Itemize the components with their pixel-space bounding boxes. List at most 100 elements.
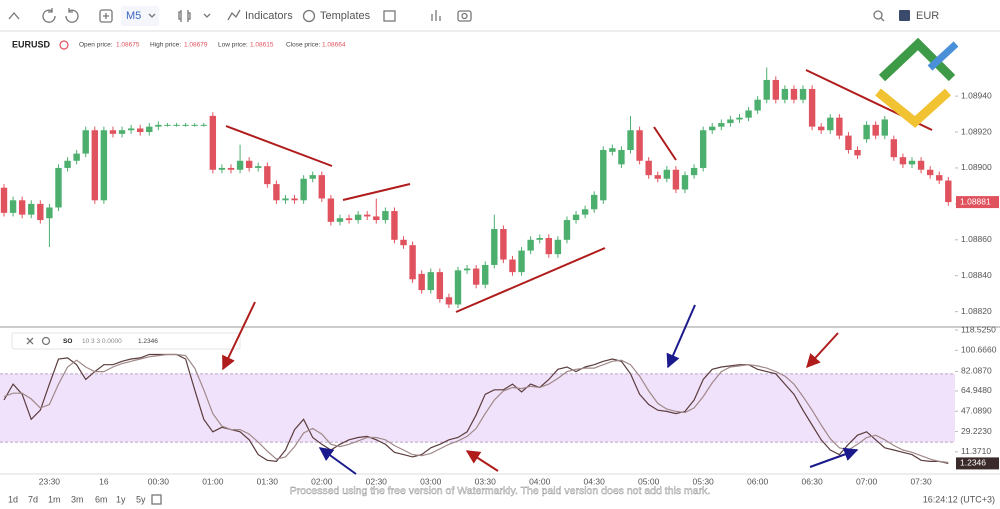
range-button[interactable]: 1m xyxy=(48,494,61,504)
timeframe-button[interactable] xyxy=(121,6,159,26)
add-button[interactable] xyxy=(99,9,113,23)
candle-body xyxy=(236,160,244,170)
current-value-tag xyxy=(956,457,999,470)
candle-body xyxy=(854,150,861,156)
x-tick-label: 03:00 xyxy=(420,476,442,486)
candle-body xyxy=(291,198,298,201)
candle-body xyxy=(890,139,898,158)
candle-body xyxy=(618,150,625,165)
candle-body xyxy=(581,209,589,215)
arrow xyxy=(318,447,357,475)
range-button[interactable]: 1d xyxy=(8,494,18,504)
price-label: High price: xyxy=(150,42,181,49)
search-button[interactable] xyxy=(873,10,883,20)
candle-body xyxy=(100,130,108,201)
chart-type-button[interactable] xyxy=(178,10,191,22)
dropdown-icon xyxy=(203,13,211,18)
candle-body xyxy=(127,128,135,131)
redo-button[interactable] xyxy=(65,8,79,23)
trend-line xyxy=(653,126,677,161)
candle-body xyxy=(18,200,26,215)
price-value: 1.08664 xyxy=(322,42,346,49)
timeframe: M5 xyxy=(126,10,141,22)
candle-body xyxy=(881,119,888,136)
templates-icon xyxy=(302,9,316,23)
save-button[interactable] xyxy=(899,10,910,21)
candle-body xyxy=(46,207,53,219)
legend-box xyxy=(11,332,241,350)
candle-body xyxy=(926,169,934,176)
price-value: 1.08679 xyxy=(184,42,208,49)
candle-body xyxy=(345,218,353,221)
candle-body xyxy=(690,167,698,176)
x-tick-label: 00:30 xyxy=(148,476,170,486)
candle-body xyxy=(482,264,489,285)
x-tick-label: 05:30 xyxy=(693,476,715,486)
current-value-label: 1.2346 xyxy=(960,458,986,468)
candle-body xyxy=(164,124,171,126)
candle-body xyxy=(827,117,834,131)
candle-body xyxy=(264,166,271,185)
screenshot-button[interactable] xyxy=(457,10,472,22)
x-tick-label: 06:30 xyxy=(801,476,823,486)
candle-body xyxy=(663,169,671,179)
current-value-label: 1.08881 xyxy=(960,196,991,206)
y-tick-label: 1.08940 xyxy=(961,90,992,100)
plot: 23:30 16 00:30 01:00 01:30 02:00 02:30 03:00 03:… xyxy=(0,67,999,486)
templates-button[interactable]: Templates xyxy=(320,10,371,22)
x-tick-label: 05:00 xyxy=(638,476,660,486)
range-button[interactable]: 1y xyxy=(116,494,126,504)
y-tick-label: 1.08900 xyxy=(961,162,992,172)
candle-body xyxy=(545,238,552,255)
candle-body xyxy=(0,187,8,213)
x-tick-label: 02:30 xyxy=(366,476,388,486)
candle-body xyxy=(409,245,416,280)
candle-body xyxy=(318,175,325,199)
candle-body xyxy=(799,88,807,100)
range-button[interactable]: 6m xyxy=(95,494,108,504)
indicator-name: SO xyxy=(63,338,72,345)
y-tick-label: 82.0870 xyxy=(961,366,992,376)
candle-body xyxy=(563,220,571,240)
candle-body xyxy=(191,124,198,126)
y-tick-label: 100.6660 xyxy=(961,345,997,355)
collapse-button[interactable] xyxy=(8,11,20,20)
range-button[interactable]: 3m xyxy=(71,494,84,504)
search-handle xyxy=(880,17,885,22)
logo-yellow xyxy=(875,88,952,128)
y-tick-label: 1.08920 xyxy=(961,126,992,136)
indicator-settings[interactable] xyxy=(41,336,51,346)
y-tick-label: 1.08820 xyxy=(961,306,992,316)
range-button[interactable]: 7d xyxy=(28,494,38,504)
candle-body xyxy=(681,175,689,190)
date-picker[interactable] xyxy=(151,494,162,505)
candle-body xyxy=(300,178,307,201)
logo-green xyxy=(878,37,956,82)
candle-body xyxy=(845,135,852,150)
x-tick-label: 01:00 xyxy=(202,476,224,486)
candle-body xyxy=(109,130,117,134)
layout-button[interactable] xyxy=(431,10,441,21)
indicators-button[interactable]: Indicators xyxy=(245,10,293,22)
candle-body xyxy=(863,124,870,140)
candle-body xyxy=(454,270,462,305)
undo-button[interactable] xyxy=(42,8,56,23)
remove-indicator[interactable] xyxy=(26,337,34,345)
candle-body xyxy=(491,229,498,265)
arrow xyxy=(666,304,696,369)
range-button[interactable]: 5y xyxy=(136,494,146,504)
candle-body xyxy=(146,126,153,133)
candle-body xyxy=(754,99,761,111)
oscillator-line xyxy=(3,353,949,464)
y-tick-label: 64.9480 xyxy=(961,385,992,395)
calendar-button[interactable] xyxy=(383,10,396,22)
arrow xyxy=(809,447,859,468)
candle-body xyxy=(899,157,907,165)
candle-body xyxy=(554,239,562,255)
candle-body xyxy=(182,124,189,126)
x-tick-label: 07:00 xyxy=(856,476,878,486)
candle-body xyxy=(745,110,752,118)
price-value: 1.08675 xyxy=(116,42,140,49)
candle-body xyxy=(672,169,680,190)
candle-body xyxy=(718,123,725,127)
